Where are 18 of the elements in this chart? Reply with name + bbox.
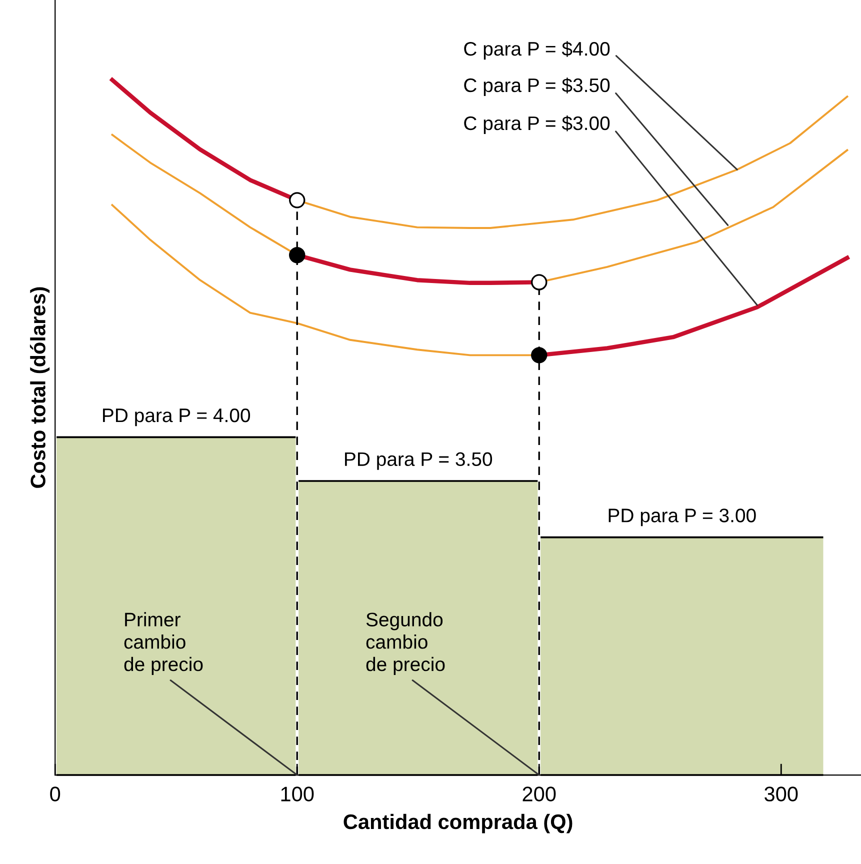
x-axis-title: Cantidad comprada (Q) [344, 814, 572, 834]
point [288, 246, 306, 264]
x-tick-label: 0 [50, 786, 60, 802]
point [531, 347, 548, 364]
annotation: PD para P = 3.00 [608, 508, 756, 526]
x-tick-label: 200 [522, 786, 556, 802]
point [531, 274, 548, 290]
annotation: C para P = $3.50 [464, 78, 610, 96]
annotation: Primer cambio de precio [124, 612, 203, 676]
annotation: Segundo cambio de precio [366, 612, 445, 676]
point [288, 192, 306, 208]
annotation: C para P = $3.00 [464, 116, 610, 134]
annotation: PD para P = 4.00 [103, 408, 250, 426]
x-tick-label: 100 [281, 786, 314, 802]
annotation: PD para P = 3.50 [345, 452, 492, 470]
y-axis-title: Costo total (dólares) [30, 287, 50, 488]
annotation: C para P = $4.00 [464, 41, 610, 60]
x-tick-label: 300 [764, 786, 798, 802]
